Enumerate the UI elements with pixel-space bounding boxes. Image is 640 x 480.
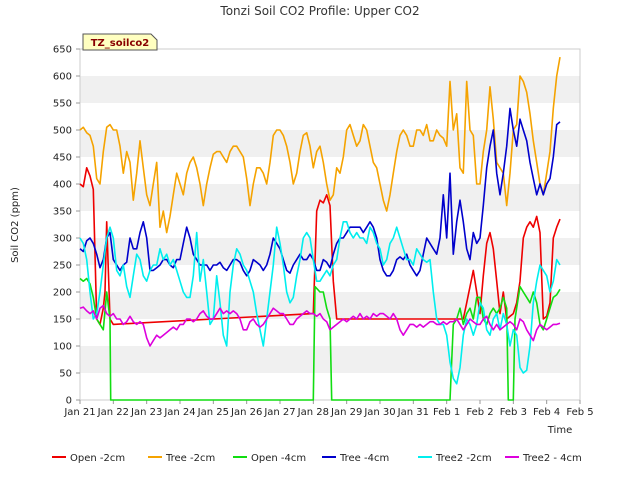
series-lines xyxy=(79,56,561,401)
x-tick-label: Jan 25 xyxy=(197,407,229,418)
x-tick-label: Jan 27 xyxy=(263,407,295,418)
series-line-tree2-4cm xyxy=(79,304,561,347)
x-axis: Jan 21 Jan 22 Jan 23 Jan 24 Jan 25 Jan 26 Jan … xyxy=(63,400,594,418)
legend-label: Open -4cm xyxy=(251,453,306,464)
y-tick-label: 0 xyxy=(66,396,72,407)
series-line-open-2cm xyxy=(79,167,561,326)
legend-item-tree2-2cm: Tree2 -2cm xyxy=(418,453,492,464)
y-tick-label: 100 xyxy=(53,342,72,353)
x-tick-label: Jan 24 xyxy=(163,407,195,418)
series-line-tree-4cm xyxy=(79,107,561,277)
y-tick-label: 200 xyxy=(53,288,72,299)
legend-item-open-2cm: Open -2cm xyxy=(52,453,125,464)
x-axis-title: Time xyxy=(547,425,572,436)
y-tick-label: 550 xyxy=(53,99,72,110)
series-line-tree-2cm xyxy=(79,56,561,234)
x-tick-label: Jan 31 xyxy=(397,407,429,418)
legend-item-tree2-4cm: Tree2 - 4cm xyxy=(505,453,582,464)
x-tick-label: Jan 21 xyxy=(63,407,95,418)
x-tick-label: Feb 3 xyxy=(500,407,527,418)
series-line-open-4cm xyxy=(79,277,561,401)
legend-item-tree-2cm: Tree -2cm xyxy=(148,453,215,464)
y-tick-label: 600 xyxy=(53,72,72,83)
plot-frame xyxy=(79,48,581,401)
x-tick-label: Jan 22 xyxy=(97,407,129,418)
x-tick-label: Feb 4 xyxy=(533,407,560,418)
legend-item-open-4cm: Open -4cm xyxy=(233,453,306,464)
legend-label: Tree2 - 4cm xyxy=(522,453,582,464)
series-line-tree2-2cm xyxy=(79,221,561,385)
x-tick-label: Jan 30 xyxy=(363,407,395,418)
legend: Open -2cm Tree -2cm Open -4cm Tree -4cm Tree… xyxy=(52,453,582,464)
legend-label: Tree -2cm xyxy=(165,453,215,464)
dataset-badge: TZ_soilco2 xyxy=(82,33,158,51)
badge-label: TZ_soilco2 xyxy=(91,38,150,49)
y-tick-label: 650 xyxy=(53,45,72,56)
x-tick-label: Feb 5 xyxy=(566,407,593,418)
grid-band xyxy=(80,76,580,103)
y-tick-label: 350 xyxy=(53,207,72,218)
x-tick-label: Jan 23 xyxy=(130,407,162,418)
legend-label: Tree2 -2cm xyxy=(435,453,492,464)
grid-band xyxy=(80,130,580,157)
y-axis: 0 50 100 150 200 250 300 350 400 450 500 550 600 650 xyxy=(53,45,80,407)
y-axis-title: Soil CO2 (ppm) xyxy=(10,187,21,263)
y-tick-label: 250 xyxy=(53,261,72,272)
x-tick-label: Jan 29 xyxy=(330,407,362,418)
x-tick-label: Jan 28 xyxy=(297,407,329,418)
y-tick-label: 300 xyxy=(53,234,72,245)
legend-label: Open -2cm xyxy=(70,453,125,464)
y-tick-label: 50 xyxy=(59,369,72,380)
badge-box xyxy=(82,33,158,51)
x-tick-label: Feb 2 xyxy=(466,407,493,418)
y-tick-label: 150 xyxy=(53,315,72,326)
y-tick-label: 500 xyxy=(53,126,72,137)
legend-item-tree-4cm: Tree -4cm xyxy=(322,453,389,464)
grid-band xyxy=(80,238,580,265)
y-tick-label: 400 xyxy=(53,180,72,191)
legend-label: Tree -4cm xyxy=(339,453,389,464)
chart-title: Tonzi Soil CO2 Profile: Upper CO2 xyxy=(219,4,419,18)
x-tick-label: Feb 1 xyxy=(433,407,460,418)
y-tick-label: 450 xyxy=(53,153,72,164)
x-tick-label: Jan 26 xyxy=(230,407,262,418)
